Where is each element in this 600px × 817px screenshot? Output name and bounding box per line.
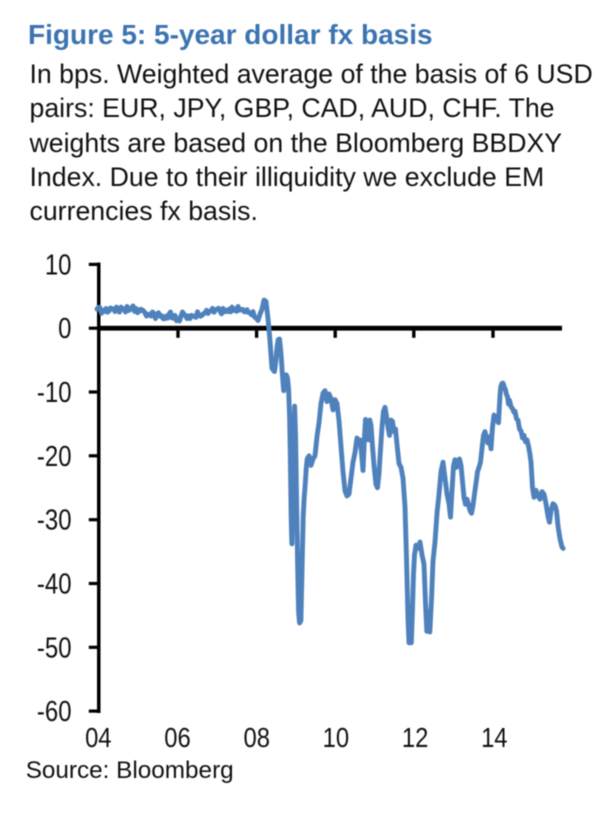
svg-text:14: 14	[481, 721, 507, 753]
svg-text:-20: -20	[37, 440, 72, 472]
svg-text:10: 10	[323, 721, 349, 753]
svg-text:-30: -30	[37, 504, 72, 536]
svg-text:-60: -60	[37, 695, 72, 727]
svg-text:-40: -40	[37, 568, 72, 600]
svg-text:06: 06	[164, 721, 190, 753]
svg-text:-50: -50	[37, 631, 72, 663]
svg-text:04: 04	[85, 721, 111, 753]
svg-text:10: 10	[45, 248, 72, 280]
svg-text:08: 08	[243, 721, 269, 753]
svg-text:12: 12	[402, 721, 428, 753]
svg-text:0: 0	[58, 312, 71, 344]
svg-text:-10: -10	[37, 376, 72, 408]
